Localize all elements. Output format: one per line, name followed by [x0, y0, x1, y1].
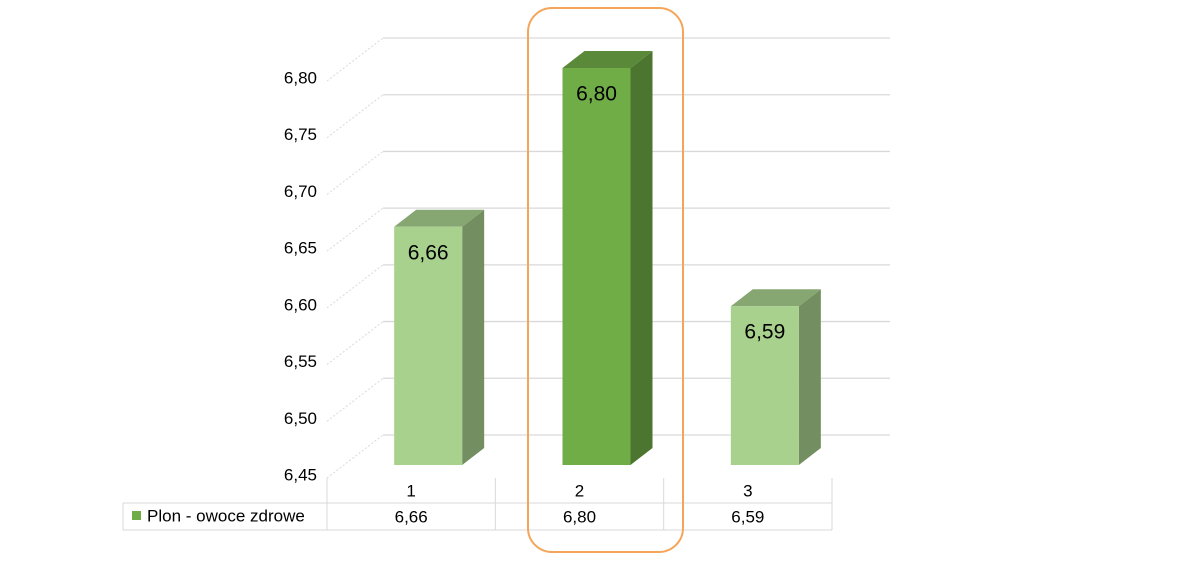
- table-value: 6,80: [563, 507, 596, 526]
- bar-side: [462, 209, 485, 465]
- y-tick-label: 6,60: [284, 295, 317, 314]
- bar-top: [562, 51, 653, 68]
- bar-top: [394, 209, 485, 227]
- data-label: 6,80: [576, 83, 617, 106]
- grid-depth-line: [326, 264, 384, 309]
- grid-depth-line: [326, 321, 384, 365]
- x-tick-label: 1: [406, 481, 415, 500]
- data-label: 6,66: [408, 241, 449, 264]
- y-tick-label: 6,80: [284, 68, 317, 87]
- table-value: 6,59: [731, 507, 764, 526]
- grid-depth-line: [326, 151, 384, 195]
- grid-depth-line: [326, 94, 384, 139]
- bar: [730, 306, 799, 465]
- grid-depth-line: [326, 37, 384, 82]
- bar-top: [730, 289, 821, 307]
- y-tick-label: 6,45: [284, 465, 317, 484]
- y-tick-label: 6,55: [284, 352, 317, 371]
- bar: [394, 226, 463, 465]
- x-tick-label: 3: [743, 481, 752, 500]
- x-tick-label: 2: [575, 481, 584, 500]
- table-value: 6,66: [395, 507, 428, 526]
- bar: [562, 68, 631, 465]
- y-tick-label: 6,75: [284, 125, 317, 144]
- data-label: 6,59: [744, 321, 785, 344]
- y-tick-label: 6,70: [284, 182, 317, 201]
- bar-side: [798, 289, 821, 465]
- grid-depth-line: [326, 207, 384, 252]
- grid-depth-line: [326, 434, 384, 479]
- legend-label: Plon - owoce zdrowe: [147, 506, 305, 525]
- grid-depth-line: [326, 377, 384, 422]
- y-tick-label: 6,65: [284, 239, 317, 258]
- legend-swatch: [132, 511, 141, 520]
- y-tick-label: 6,50: [284, 409, 317, 428]
- bar-side: [630, 51, 653, 465]
- highlight-box: [527, 7, 684, 553]
